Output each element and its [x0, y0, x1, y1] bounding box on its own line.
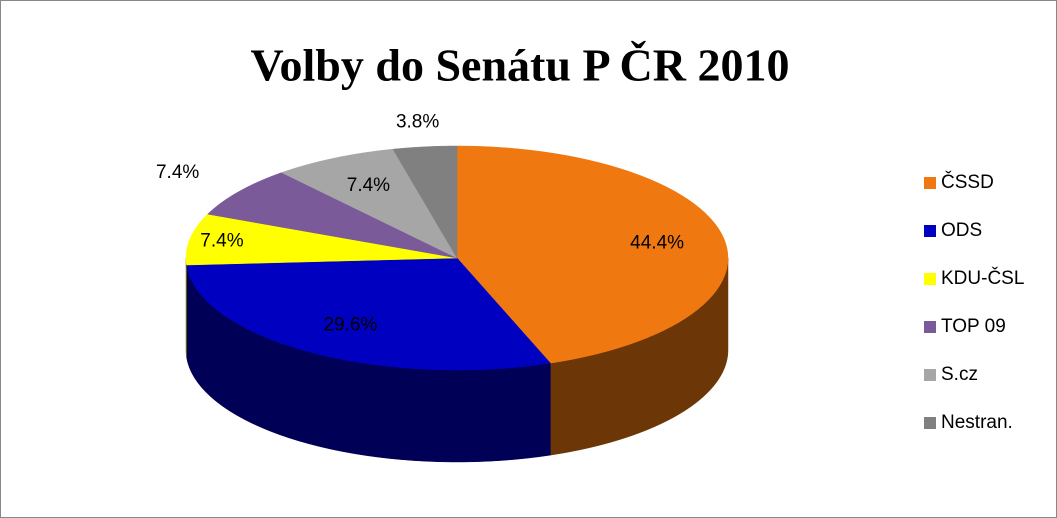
legend-label: ODS	[941, 220, 982, 241]
legend-swatch	[924, 177, 936, 189]
legend-label: Nestran.	[941, 412, 1013, 433]
data-label: 7.4%	[200, 230, 243, 251]
legend-label: ČSSD	[941, 171, 994, 193]
pie-slice	[185, 213, 458, 266]
legend-swatch	[924, 225, 936, 237]
legend-label: KDU-ČSL	[941, 267, 1024, 289]
legend: ČSSD ODS KDU-ČSL TOP 09 S.cz Nestran.	[924, 171, 1024, 433]
pie-slice	[280, 148, 458, 259]
data-label: 7.4%	[156, 162, 199, 183]
pie-side	[185, 258, 187, 358]
legend-swatch	[924, 417, 936, 429]
legend-label: S.cz	[941, 364, 978, 385]
data-label: 3.8%	[396, 111, 439, 132]
legend-swatch	[924, 273, 936, 285]
pie-slice	[207, 172, 458, 259]
legend-swatch	[924, 321, 936, 333]
data-label: 44.4%	[630, 232, 684, 253]
pie: 44.4% 29.6% 7.4% 7.4% 7.4% 3.8%	[156, 111, 729, 463]
legend-swatch	[924, 369, 936, 381]
pie-slice	[456, 145, 729, 364]
data-label: 29.6%	[323, 315, 377, 336]
pie-slice	[186, 257, 551, 371]
legend-label: TOP 09	[941, 316, 1006, 337]
data-label: 7.4%	[347, 175, 390, 196]
chart-title: Volby do Senátu P ČR 2010	[251, 40, 790, 91]
pie-slice	[392, 145, 458, 259]
